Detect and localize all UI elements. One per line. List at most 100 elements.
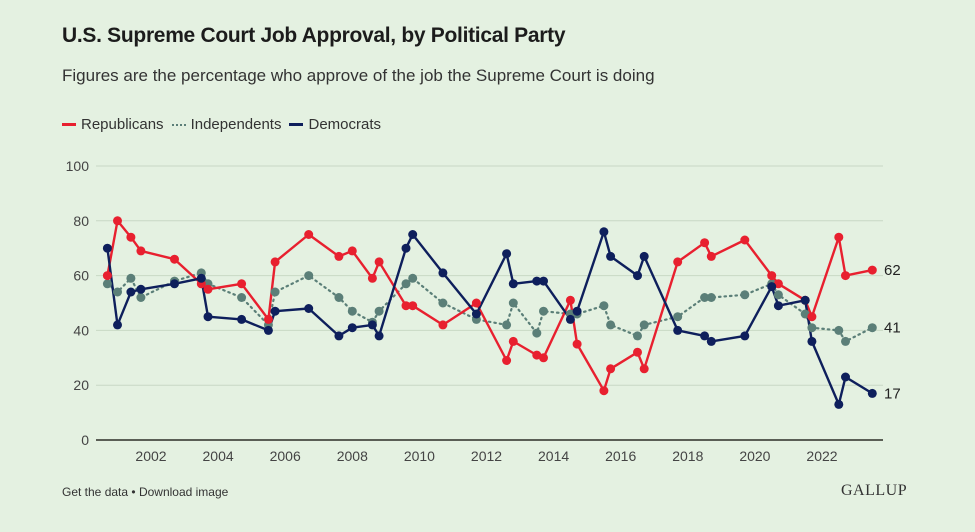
data-point-democrats[interactable] bbox=[347, 323, 357, 333]
data-point-democrats[interactable] bbox=[767, 282, 777, 292]
data-point-democrats[interactable] bbox=[203, 312, 213, 322]
data-point-independents[interactable] bbox=[334, 293, 344, 302]
data-point-democrats[interactable] bbox=[136, 284, 146, 294]
data-point-democrats[interactable] bbox=[502, 249, 512, 259]
data-point-republicans[interactable] bbox=[347, 246, 357, 256]
data-point-republicans[interactable] bbox=[102, 271, 112, 281]
data-point-independents[interactable] bbox=[438, 298, 448, 308]
data-point-republicans[interactable] bbox=[599, 386, 609, 396]
data-point-democrats[interactable] bbox=[599, 227, 609, 237]
data-point-independents[interactable] bbox=[867, 323, 877, 333]
data-point-democrats[interactable] bbox=[126, 287, 136, 297]
data-point-independents[interactable] bbox=[136, 293, 146, 302]
data-point-democrats[interactable] bbox=[867, 388, 877, 398]
data-point-republicans[interactable] bbox=[606, 364, 616, 374]
data-point-republicans[interactable] bbox=[508, 336, 518, 346]
data-point-republicans[interactable] bbox=[673, 257, 683, 267]
data-point-democrats[interactable] bbox=[508, 279, 518, 289]
get-data-link[interactable]: Get the data bbox=[62, 485, 129, 499]
data-point-republicans[interactable] bbox=[700, 238, 710, 248]
data-point-democrats[interactable] bbox=[539, 276, 548, 286]
data-point-independents[interactable] bbox=[502, 320, 512, 330]
data-point-republicans[interactable] bbox=[565, 295, 575, 305]
data-point-independents[interactable] bbox=[237, 293, 247, 302]
data-point-democrats[interactable] bbox=[408, 230, 418, 239]
data-point-republicans[interactable] bbox=[438, 320, 448, 330]
download-image-link[interactable]: Download image bbox=[138, 485, 229, 499]
data-point-democrats[interactable] bbox=[700, 331, 710, 341]
data-point-democrats[interactable] bbox=[367, 320, 377, 330]
data-point-independents[interactable] bbox=[773, 290, 783, 300]
data-point-republicans[interactable] bbox=[263, 314, 273, 324]
data-point-democrats[interactable] bbox=[807, 336, 817, 346]
data-point-democrats[interactable] bbox=[170, 279, 179, 289]
data-point-democrats[interactable] bbox=[572, 306, 582, 316]
data-point-democrats[interactable] bbox=[565, 314, 575, 324]
data-point-independents[interactable] bbox=[374, 306, 384, 316]
data-point-republicans[interactable] bbox=[767, 271, 777, 281]
data-point-republicans[interactable] bbox=[639, 364, 649, 374]
data-point-independents[interactable] bbox=[401, 279, 411, 289]
data-point-democrats[interactable] bbox=[263, 325, 273, 335]
data-point-democrats[interactable] bbox=[196, 273, 206, 283]
data-point-republicans[interactable] bbox=[334, 251, 344, 261]
data-point-independents[interactable] bbox=[673, 312, 683, 322]
data-point-independents[interactable] bbox=[408, 273, 418, 283]
data-point-independents[interactable] bbox=[347, 306, 357, 316]
data-point-independents[interactable] bbox=[113, 287, 122, 297]
data-point-independents[interactable] bbox=[834, 325, 844, 335]
data-point-independents[interactable] bbox=[740, 290, 750, 300]
data-point-democrats[interactable] bbox=[270, 306, 280, 316]
legend-item-independents[interactable]: Independents bbox=[171, 116, 281, 133]
data-point-independents[interactable] bbox=[532, 328, 542, 338]
data-point-republicans[interactable] bbox=[136, 246, 146, 256]
data-point-democrats[interactable] bbox=[606, 251, 616, 261]
data-point-republicans[interactable] bbox=[408, 301, 418, 311]
data-point-republicans[interactable] bbox=[471, 298, 481, 308]
data-point-independents[interactable] bbox=[126, 273, 136, 283]
data-point-republicans[interactable] bbox=[502, 356, 512, 365]
data-point-republicans[interactable] bbox=[113, 216, 122, 226]
data-point-republicans[interactable] bbox=[841, 271, 850, 281]
data-point-democrats[interactable] bbox=[237, 314, 247, 324]
data-point-republicans[interactable] bbox=[706, 251, 716, 261]
data-point-republicans[interactable] bbox=[572, 339, 582, 349]
data-point-democrats[interactable] bbox=[673, 325, 683, 335]
data-point-republicans[interactable] bbox=[633, 347, 642, 357]
data-point-democrats[interactable] bbox=[773, 301, 783, 311]
data-point-independents[interactable] bbox=[508, 298, 518, 308]
data-point-republicans[interactable] bbox=[374, 257, 384, 267]
data-point-independents[interactable] bbox=[807, 323, 817, 333]
data-point-republicans[interactable] bbox=[807, 312, 817, 322]
data-point-democrats[interactable] bbox=[374, 331, 384, 341]
data-point-democrats[interactable] bbox=[401, 243, 411, 253]
data-point-democrats[interactable] bbox=[471, 309, 481, 319]
data-point-independents[interactable] bbox=[539, 306, 548, 316]
data-point-independents[interactable] bbox=[606, 320, 616, 330]
legend-item-republicans[interactable]: Republicans bbox=[62, 116, 164, 133]
data-point-independents[interactable] bbox=[304, 271, 314, 281]
data-point-democrats[interactable] bbox=[834, 399, 844, 409]
data-point-republicans[interactable] bbox=[401, 301, 411, 311]
data-point-democrats[interactable] bbox=[334, 331, 344, 341]
data-point-democrats[interactable] bbox=[113, 320, 122, 330]
data-point-republicans[interactable] bbox=[367, 273, 377, 283]
data-point-independents[interactable] bbox=[633, 331, 642, 341]
data-point-republicans[interactable] bbox=[834, 232, 844, 242]
data-point-republicans[interactable] bbox=[237, 279, 247, 289]
data-point-republicans[interactable] bbox=[203, 284, 213, 294]
data-point-independents[interactable] bbox=[270, 287, 280, 297]
data-point-democrats[interactable] bbox=[639, 251, 649, 261]
legend-item-democrats[interactable]: Democrats bbox=[289, 116, 381, 133]
data-point-democrats[interactable] bbox=[800, 295, 810, 305]
data-point-republicans[interactable] bbox=[304, 230, 314, 239]
data-point-independents[interactable] bbox=[841, 336, 850, 346]
data-point-democrats[interactable] bbox=[304, 304, 314, 313]
data-point-democrats[interactable] bbox=[706, 336, 716, 346]
data-point-republicans[interactable] bbox=[740, 235, 750, 245]
data-point-republicans[interactable] bbox=[126, 232, 136, 242]
data-point-republicans[interactable] bbox=[539, 353, 548, 363]
data-point-independents[interactable] bbox=[700, 293, 710, 302]
data-point-independents[interactable] bbox=[599, 301, 609, 311]
data-point-democrats[interactable] bbox=[633, 271, 642, 281]
